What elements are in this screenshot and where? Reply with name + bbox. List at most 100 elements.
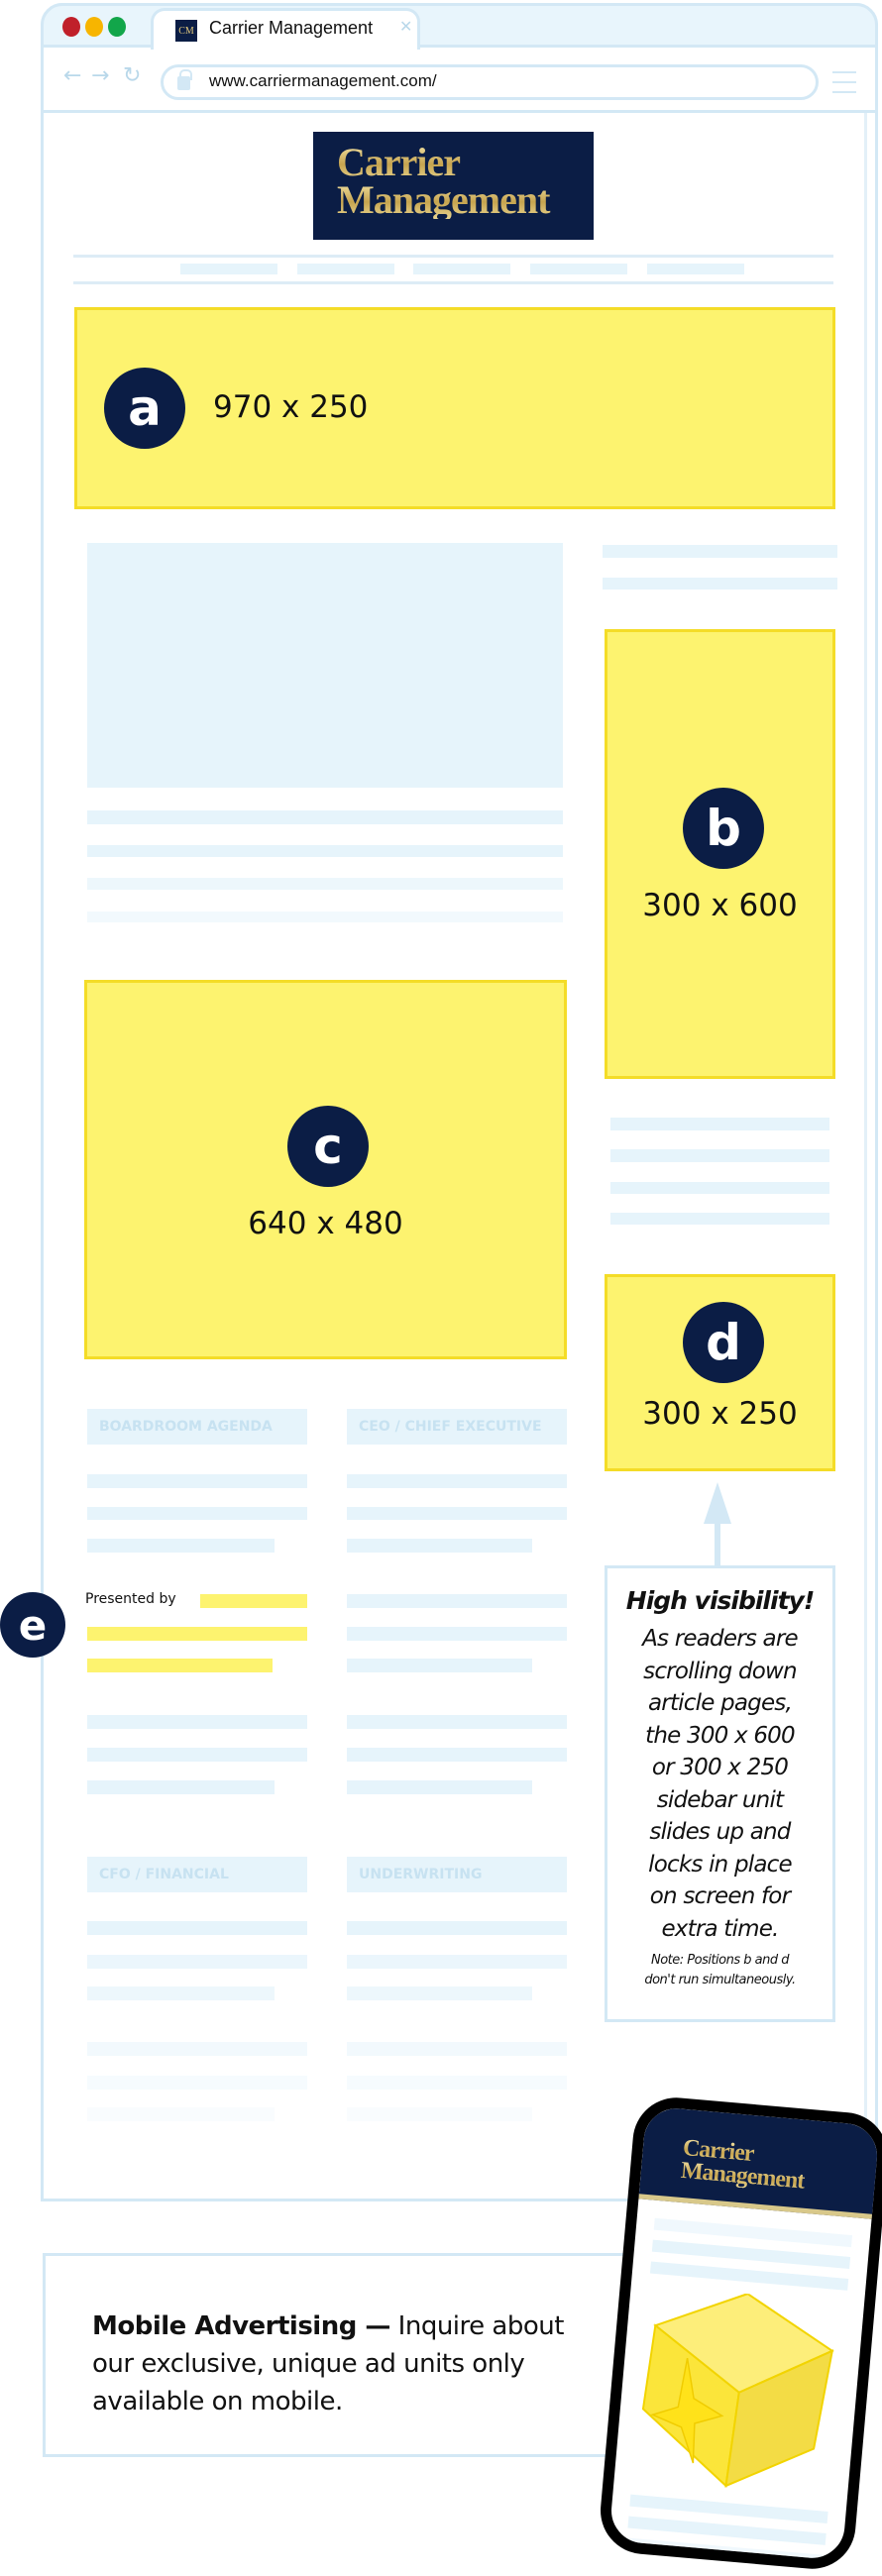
text-line	[87, 1955, 307, 1969]
text-line	[347, 2076, 567, 2090]
info-title: High visibility!	[625, 1586, 815, 1615]
text-line	[610, 1118, 829, 1130]
text-line	[610, 1149, 829, 1162]
text-line	[347, 2042, 567, 2056]
ad-letter-badge: a	[104, 368, 185, 449]
info-line: or 300 x 250	[651, 1755, 789, 1780]
info-line: locks in place	[648, 1851, 792, 1878]
text-line	[347, 1627, 567, 1641]
nav-item[interactable]	[413, 264, 510, 274]
sponsored-line	[87, 1659, 273, 1672]
mobile-ad-heading: Mobile Advertising —	[92, 2311, 390, 2341]
info-note: Note: Positions b and d don't run simult…	[607, 1951, 832, 1990]
toolbar-divider	[41, 110, 878, 113]
sponsor-logo-slot	[200, 1594, 307, 1608]
text-line	[87, 912, 563, 922]
nav-item[interactable]	[180, 264, 277, 274]
text-line	[87, 1780, 275, 1794]
text-line	[603, 545, 837, 558]
nav-item[interactable]	[297, 264, 394, 274]
info-callout: High visibility! As readers are scrollin…	[605, 1565, 835, 2022]
text-line	[347, 1474, 567, 1488]
info-line: scrolling down	[643, 1658, 797, 1684]
note-line: don't run simultaneously.	[644, 1973, 796, 1987]
info-line: As readers are	[642, 1626, 799, 1652]
logo-line2: Management	[337, 180, 594, 220]
text-line	[347, 1955, 567, 1969]
section-header[interactable]: CEO / CHIEF EXECUTIVE	[347, 1409, 567, 1445]
text-line	[347, 1748, 567, 1762]
text-line	[347, 1659, 532, 1672]
presented-by-label: Presented by	[85, 1591, 176, 1607]
mobile-ad-description: Inquire about our exclusive, unique ad u…	[92, 2311, 564, 2416]
reload-icon[interactable]: ↻	[123, 63, 142, 88]
ad-size-label: 640 x 480	[248, 1206, 403, 1241]
ad-slot-d: d 300 x 250	[605, 1274, 835, 1471]
mobile-phone-illustration: Carrier Management	[597, 2093, 882, 2573]
text-line	[347, 2107, 532, 2121]
text-line	[87, 1539, 275, 1553]
scrollbar[interactable]	[864, 113, 867, 2199]
nav-item[interactable]	[530, 264, 627, 274]
mobile-advertising-box: Mobile Advertising — Inquire about our e…	[43, 2253, 677, 2457]
text-line	[87, 1715, 307, 1729]
ad-slot-a: a 970 x 250	[74, 307, 835, 509]
tab-title: Carrier Management	[209, 18, 374, 38]
text-line	[87, 878, 563, 890]
section-header[interactable]: BOARDROOM AGENDA	[87, 1409, 307, 1445]
info-line: sidebar unit	[656, 1786, 784, 1813]
site-logo[interactable]: Carrier Management	[313, 132, 594, 240]
info-body: As readers are scrolling down article pa…	[607, 1623, 832, 1945]
forward-arrow-icon[interactable]: →	[91, 63, 110, 88]
logo-line1: Carrier	[337, 143, 594, 182]
text-line	[87, 2042, 307, 2056]
ad-letter-badge: c	[287, 1106, 369, 1187]
close-window-button[interactable]	[62, 17, 80, 37]
hamburger-menu-icon[interactable]	[832, 71, 856, 93]
up-arrow-icon	[704, 1482, 731, 1567]
ad-size-label: 970 x 250	[213, 389, 369, 425]
text-line	[347, 1715, 567, 1729]
address-bar[interactable]: www.carriermanagement.com/	[161, 64, 819, 100]
text-line	[87, 1921, 307, 1935]
maximize-window-button[interactable]	[108, 17, 126, 37]
ad-letter-badge: e	[0, 1592, 65, 1658]
article-image-placeholder	[87, 543, 563, 788]
info-line: extra time.	[661, 1915, 779, 1942]
ad-size-label: 300 x 250	[642, 1396, 798, 1432]
text-line	[610, 1213, 829, 1225]
close-tab-icon[interactable]: ✕	[399, 17, 413, 36]
section-header[interactable]: UNDERWRITING	[347, 1857, 567, 1892]
ad-letter-badge: d	[683, 1302, 764, 1383]
phone-header: Carrier Management	[638, 2105, 882, 2220]
text-line	[610, 1182, 829, 1194]
browser-tab[interactable]: CM Carrier Management ✕	[151, 8, 420, 50]
text-line	[87, 1748, 307, 1762]
note-line: Note: Positions b and d	[651, 1953, 790, 1968]
text-line	[87, 845, 563, 857]
info-line: slides up and	[649, 1819, 791, 1845]
back-arrow-icon[interactable]: ←	[63, 63, 82, 88]
text-line	[87, 1507, 307, 1520]
ad-letter-badge: b	[683, 788, 764, 869]
ad-slot-c: c 640 x 480	[84, 980, 567, 1359]
nav-item[interactable]	[647, 264, 744, 274]
text-line	[87, 810, 563, 824]
info-line: on screen for	[649, 1883, 791, 1909]
text-line	[347, 1507, 567, 1520]
text-line	[87, 2076, 307, 2090]
info-line: article pages,	[648, 1690, 793, 1716]
section-header[interactable]: CFO / FINANCIAL	[87, 1857, 307, 1892]
url-text: www.carriermanagement.com/	[209, 71, 437, 90]
nav-divider-top	[73, 255, 833, 258]
text-line	[347, 1594, 567, 1608]
ad-slot-b: b 300 x 600	[605, 629, 835, 1079]
minimize-window-button[interactable]	[85, 17, 103, 37]
text-line	[347, 1921, 567, 1935]
text-line	[347, 1539, 532, 1553]
nav-divider-bottom	[73, 281, 833, 284]
text-line	[87, 1474, 307, 1488]
text-line	[87, 1986, 275, 2000]
favicon-icon: CM	[175, 20, 197, 42]
info-line: the 300 x 600	[645, 1722, 796, 1749]
